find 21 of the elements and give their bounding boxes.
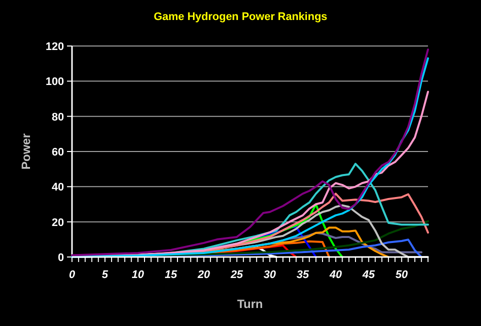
y-tick-label: 80 bbox=[52, 111, 64, 124]
y-tick-label: 100 bbox=[46, 76, 64, 88]
x-axis-title: Turn bbox=[237, 297, 263, 311]
x-tick-label: 35 bbox=[296, 269, 310, 281]
x-tick-label: 15 bbox=[164, 269, 178, 281]
x-tick-label: 5 bbox=[102, 269, 109, 281]
y-tick-label: 0 bbox=[58, 252, 64, 264]
x-tick-label: 0 bbox=[68, 269, 76, 281]
x-tick-label: 10 bbox=[132, 269, 145, 281]
chart-title: Game Hydrogen Power Rankings bbox=[154, 11, 328, 23]
x-tick-label: 30 bbox=[264, 269, 277, 281]
x-tick-label: 20 bbox=[196, 269, 211, 281]
x-tick-label: 50 bbox=[396, 269, 409, 281]
x-tick-label: 45 bbox=[362, 269, 376, 281]
y-tick-label: 60 bbox=[52, 146, 64, 158]
x-tick-label: 25 bbox=[230, 269, 244, 281]
y-tick-label: 120 bbox=[46, 41, 64, 53]
y-tick-label: 20 bbox=[52, 216, 64, 229]
y-axis-title: Power bbox=[19, 133, 33, 170]
x-tick-label: 40 bbox=[328, 269, 343, 281]
y-tick-label: 40 bbox=[52, 182, 64, 194]
